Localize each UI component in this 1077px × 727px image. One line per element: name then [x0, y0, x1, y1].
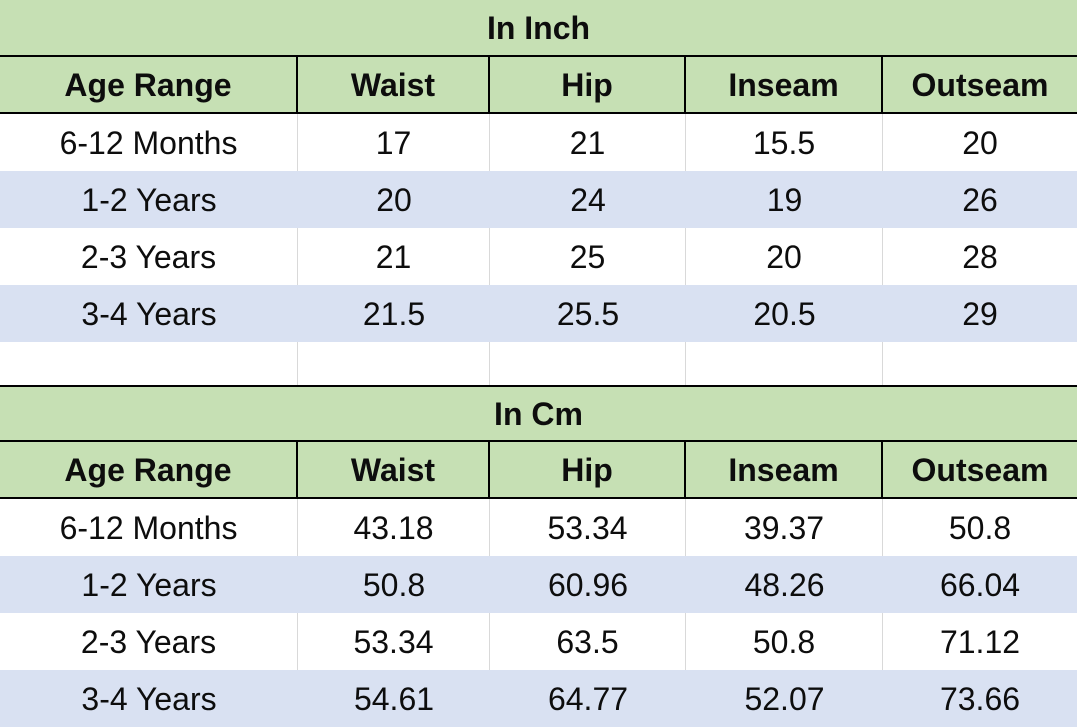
inch-row2-age: 2-3 Years	[0, 228, 298, 285]
cm-row0-outseam: 50.8	[883, 499, 1077, 556]
inch-row1-waist: 20	[298, 171, 490, 228]
inch-row1-hip: 24	[490, 171, 686, 228]
cm-table: In Cm Age Range Waist Hip Inseam Outseam…	[0, 385, 1077, 727]
cm-row3-age: 3-4 Years	[0, 670, 298, 727]
cm-row2-hip: 63.5	[490, 613, 686, 670]
inch-row2-waist: 21	[298, 228, 490, 285]
cm-header-hip: Hip	[490, 442, 686, 499]
inch-header-inseam: Inseam	[686, 57, 883, 114]
inch-row0-inseam: 15.5	[686, 114, 883, 171]
spacer-cell	[883, 342, 1077, 385]
cm-row3-hip: 64.77	[490, 670, 686, 727]
inch-row2-hip: 25	[490, 228, 686, 285]
inch-row1-outseam: 26	[883, 171, 1077, 228]
inch-row0-outseam: 20	[883, 114, 1077, 171]
spacer-cell	[686, 342, 883, 385]
inch-header-age-range: Age Range	[0, 57, 298, 114]
cm-header-age-range: Age Range	[0, 442, 298, 499]
cm-header-inseam: Inseam	[686, 442, 883, 499]
cm-row0-waist: 43.18	[298, 499, 490, 556]
spacer-cell	[0, 342, 298, 385]
inch-row3-age: 3-4 Years	[0, 285, 298, 342]
cm-row1-age: 1-2 Years	[0, 556, 298, 613]
inch-header-outseam: Outseam	[883, 57, 1077, 114]
inch-row1-age: 1-2 Years	[0, 171, 298, 228]
inch-row2-outseam: 28	[883, 228, 1077, 285]
inch-row0-age: 6-12 Months	[0, 114, 298, 171]
cm-row3-outseam: 73.66	[883, 670, 1077, 727]
cm-row1-outseam: 66.04	[883, 556, 1077, 613]
cm-header-outseam: Outseam	[883, 442, 1077, 499]
spacer-row	[0, 342, 1077, 385]
inch-row3-inseam: 20.5	[686, 285, 883, 342]
cm-table-title: In Cm	[0, 385, 1077, 442]
inch-row1-inseam: 19	[686, 171, 883, 228]
cm-row3-inseam: 52.07	[686, 670, 883, 727]
cm-row3-waist: 54.61	[298, 670, 490, 727]
spacer-cell	[490, 342, 686, 385]
cm-row2-inseam: 50.8	[686, 613, 883, 670]
cm-row1-waist: 50.8	[298, 556, 490, 613]
cm-row0-inseam: 39.37	[686, 499, 883, 556]
cm-row2-outseam: 71.12	[883, 613, 1077, 670]
inch-header-waist: Waist	[298, 57, 490, 114]
inch-row0-hip: 21	[490, 114, 686, 171]
inch-table-title: In Inch	[0, 0, 1077, 57]
cm-row1-inseam: 48.26	[686, 556, 883, 613]
inch-header-hip: Hip	[490, 57, 686, 114]
inch-table: In Inch Age Range Waist Hip Inseam Outse…	[0, 0, 1077, 342]
cm-row0-age: 6-12 Months	[0, 499, 298, 556]
inch-row0-waist: 17	[298, 114, 490, 171]
cm-row0-hip: 53.34	[490, 499, 686, 556]
spacer-cell	[298, 342, 490, 385]
cm-header-waist: Waist	[298, 442, 490, 499]
cm-row2-waist: 53.34	[298, 613, 490, 670]
inch-row3-outseam: 29	[883, 285, 1077, 342]
inch-row3-waist: 21.5	[298, 285, 490, 342]
cm-row1-hip: 60.96	[490, 556, 686, 613]
inch-row2-inseam: 20	[686, 228, 883, 285]
cm-row2-age: 2-3 Years	[0, 613, 298, 670]
inch-row3-hip: 25.5	[490, 285, 686, 342]
